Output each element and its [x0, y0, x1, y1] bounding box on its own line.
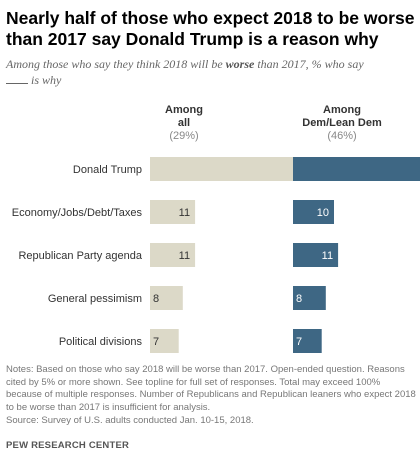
bar-all-political-divisions — [150, 329, 179, 353]
bar-dem-republican-party-agenda — [293, 243, 339, 267]
value-label-dem-economy-jobs-debt-taxes: 10 — [317, 207, 329, 219]
category-label-republican-party-agenda: Republican Party agenda — [18, 250, 142, 262]
column-header-dem-line1: Among — [323, 104, 361, 116]
value-label-all-republican-party-agenda: 11 — [179, 250, 190, 262]
chart-notes: Notes: Based on those who say 2018 will … — [6, 364, 416, 428]
value-label-dem-republican-party-agenda: 11 — [322, 250, 333, 262]
value-label-dem-general-pessimism: 8 — [296, 293, 302, 305]
value-label-all-general-pessimism: 8 — [153, 293, 159, 305]
subtitle-middle: than 2017, % who say — [254, 57, 364, 71]
subtitle-suffix: is why — [28, 73, 62, 87]
value-label-dem-political-divisions: 7 — [296, 336, 302, 348]
bar-all-economy-jobs-debt-taxes — [150, 200, 196, 224]
category-label-general-pessimism: General pessimism — [48, 293, 142, 305]
bar-all-republican-party-agenda — [150, 243, 196, 267]
bar-all-general-pessimism — [150, 286, 183, 310]
notes-text: Notes: Based on those who say 2018 will … — [6, 364, 416, 414]
column-header-all-line1: Among — [165, 104, 203, 116]
column-header-all-line2: all — [177, 117, 191, 129]
value-label-all-economy-jobs-debt-taxes: 11 — [179, 207, 190, 219]
column-header-all-share: (29%) — [169, 130, 199, 142]
column-header-dem-line2: Dem/Lean Dem — [302, 117, 382, 129]
column-header-dem-share: (46%) — [327, 130, 357, 142]
column-header-all: Among all (29%) — [145, 104, 223, 143]
source-label: PEW RESEARCH CENTER — [6, 440, 130, 451]
subtitle-prefix: Among those who say they think 2018 will… — [6, 57, 226, 71]
bar-dem-donald-trump — [293, 157, 420, 181]
category-label-donald-trump: Donald Trump — [73, 164, 142, 176]
bar-dem-general-pessimism — [293, 286, 326, 310]
subtitle-blank — [6, 83, 28, 84]
chart-title: Nearly half of those who expect 2018 to … — [6, 8, 415, 49]
value-label-all-political-divisions: 7 — [153, 336, 159, 348]
category-label-economy-jobs-debt-taxes: Economy/Jobs/Debt/Taxes — [12, 207, 143, 219]
survey-source: Source: Survey of U.S. adults conducted … — [6, 414, 254, 426]
subtitle-emphasis: worse — [225, 57, 255, 71]
bar-dem-political-divisions — [293, 329, 322, 353]
chart-subtitle: Among those who say they think 2018 will… — [6, 56, 416, 88]
category-label-political-divisions: Political divisions — [59, 336, 143, 348]
bar-dem-economy-jobs-debt-taxes — [293, 200, 334, 224]
column-header-dem: Among Dem/Lean Dem (46%) — [282, 104, 402, 143]
